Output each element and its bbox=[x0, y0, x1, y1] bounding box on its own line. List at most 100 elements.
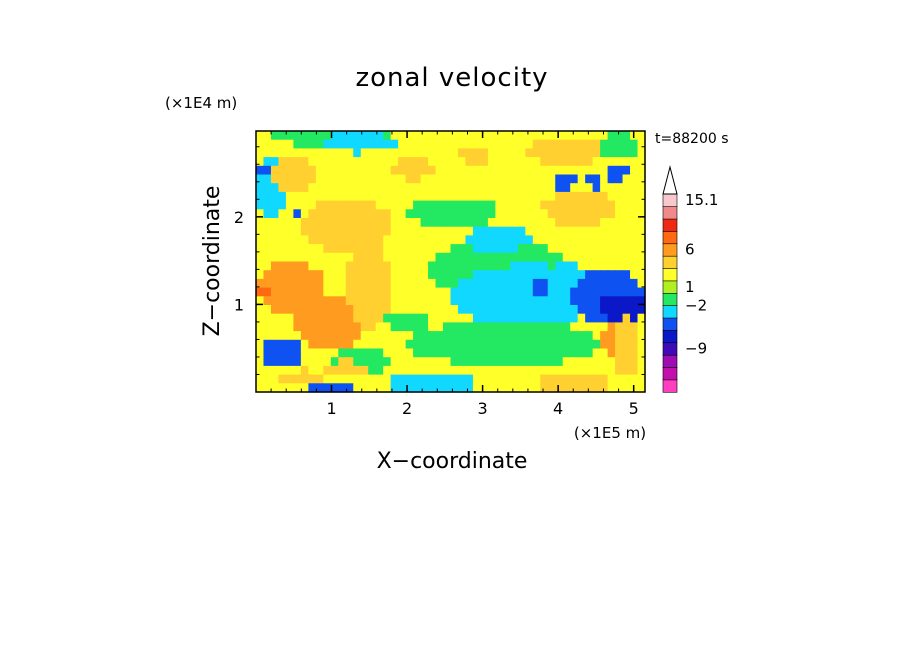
heatmap-cell bbox=[375, 191, 384, 202]
heatmap-cell bbox=[353, 200, 362, 210]
heatmap-cell bbox=[472, 131, 482, 141]
heatmap-cell bbox=[607, 357, 616, 367]
heatmap-cell bbox=[330, 357, 339, 367]
heatmap-cell bbox=[450, 157, 459, 167]
heatmap-cell bbox=[547, 322, 556, 332]
heatmap-cell bbox=[443, 313, 452, 323]
heatmap-cell bbox=[330, 139, 339, 149]
heatmap-cell bbox=[532, 287, 541, 297]
heatmap-cell bbox=[487, 374, 496, 384]
heatmap-cell bbox=[622, 226, 631, 236]
heatmap-cell bbox=[457, 183, 467, 193]
heatmap-cell bbox=[570, 183, 579, 193]
heatmap-cell bbox=[480, 131, 489, 141]
heatmap-cell bbox=[577, 252, 586, 263]
heatmap-cell bbox=[577, 157, 586, 167]
heatmap-cell bbox=[517, 322, 526, 332]
heatmap-cell bbox=[495, 139, 504, 149]
heatmap-cell bbox=[420, 261, 429, 271]
heatmap-cell bbox=[450, 278, 459, 289]
heatmap-cell bbox=[435, 287, 444, 297]
heatmap-cell bbox=[398, 357, 407, 367]
heatmap-cell bbox=[525, 331, 534, 341]
heatmap-cell bbox=[345, 200, 354, 210]
heatmap-cell bbox=[540, 296, 549, 306]
heatmap-cell bbox=[398, 313, 407, 323]
heatmap-cell bbox=[278, 235, 287, 245]
heatmap-cell bbox=[480, 313, 489, 323]
heatmap-cell bbox=[345, 313, 354, 323]
heatmap-cell bbox=[375, 200, 384, 210]
heatmap-cell bbox=[562, 244, 571, 254]
heatmap-cell bbox=[323, 322, 332, 332]
heatmap-cell bbox=[345, 148, 354, 158]
heatmap-cell bbox=[338, 270, 347, 280]
heatmap-cell bbox=[293, 261, 302, 271]
heatmap-cell bbox=[420, 191, 429, 202]
heatmap-cell bbox=[532, 322, 541, 332]
heatmap-cell bbox=[300, 209, 309, 219]
heatmap-cell bbox=[308, 226, 317, 236]
heatmap-cell bbox=[338, 322, 347, 332]
heatmap-cell bbox=[398, 226, 407, 236]
heatmap-cell bbox=[308, 235, 317, 245]
heatmap-cell bbox=[547, 365, 556, 376]
heatmap-cell bbox=[413, 322, 422, 332]
heatmap-cell bbox=[570, 261, 579, 271]
heatmap-cell bbox=[555, 209, 564, 219]
heatmap-cell bbox=[480, 235, 489, 245]
heatmap-cell bbox=[457, 174, 467, 184]
heatmap-cell bbox=[308, 313, 317, 323]
heatmap-cell bbox=[420, 174, 429, 184]
heatmap-cell bbox=[308, 218, 317, 228]
heatmap-cell bbox=[562, 174, 571, 184]
heatmap-cell bbox=[457, 287, 467, 297]
heatmap-cell bbox=[555, 174, 564, 184]
heatmap-cell bbox=[555, 287, 564, 297]
heatmap-cell bbox=[555, 244, 564, 254]
heatmap-cell bbox=[472, 252, 482, 263]
heatmap-cell bbox=[338, 157, 347, 167]
heatmap-cell bbox=[607, 226, 616, 236]
heatmap-cell bbox=[428, 131, 437, 141]
heatmap-cell bbox=[480, 244, 489, 254]
heatmap-cell bbox=[300, 148, 309, 158]
heatmap-cell bbox=[465, 305, 474, 315]
heatmap-cell bbox=[293, 244, 302, 254]
heatmap-cell bbox=[495, 313, 504, 323]
heatmap-cell bbox=[585, 131, 594, 141]
heatmap-cell bbox=[315, 287, 324, 297]
heatmap-cell bbox=[435, 339, 444, 350]
heatmap-cell bbox=[615, 331, 624, 341]
heatmap-cell bbox=[637, 174, 646, 184]
x-tick-label: 4 bbox=[553, 399, 563, 418]
heatmap-cell bbox=[600, 305, 609, 315]
heatmap-cell bbox=[615, 183, 624, 193]
heatmap-cell bbox=[345, 244, 354, 254]
heatmap-cell bbox=[630, 270, 639, 280]
heatmap-cell bbox=[465, 209, 474, 219]
heatmap-cell bbox=[510, 296, 519, 306]
heatmap-cell bbox=[428, 235, 437, 245]
heatmap-cell bbox=[285, 374, 294, 384]
heatmap-cell bbox=[600, 148, 609, 158]
heatmap-cell bbox=[547, 244, 556, 254]
heatmap-cell bbox=[555, 270, 564, 280]
heatmap-cell bbox=[263, 278, 272, 289]
heatmap-cell bbox=[592, 313, 601, 323]
heatmap-cell bbox=[547, 131, 556, 141]
heatmap-cell bbox=[353, 174, 362, 184]
heatmap-cell bbox=[540, 174, 549, 184]
heatmap-cell bbox=[532, 209, 541, 219]
heatmap-cell bbox=[615, 313, 624, 323]
heatmap-cell bbox=[323, 252, 332, 263]
heatmap-cell bbox=[263, 305, 272, 315]
heatmap-cell bbox=[592, 209, 601, 219]
heatmap-cell bbox=[637, 296, 646, 306]
heatmap-cell bbox=[570, 244, 579, 254]
heatmap-cell bbox=[487, 322, 496, 332]
heatmap-cell bbox=[502, 365, 511, 376]
heatmap-cell bbox=[270, 191, 280, 202]
heatmap-cell bbox=[383, 374, 392, 384]
heatmap-cell bbox=[390, 278, 399, 289]
